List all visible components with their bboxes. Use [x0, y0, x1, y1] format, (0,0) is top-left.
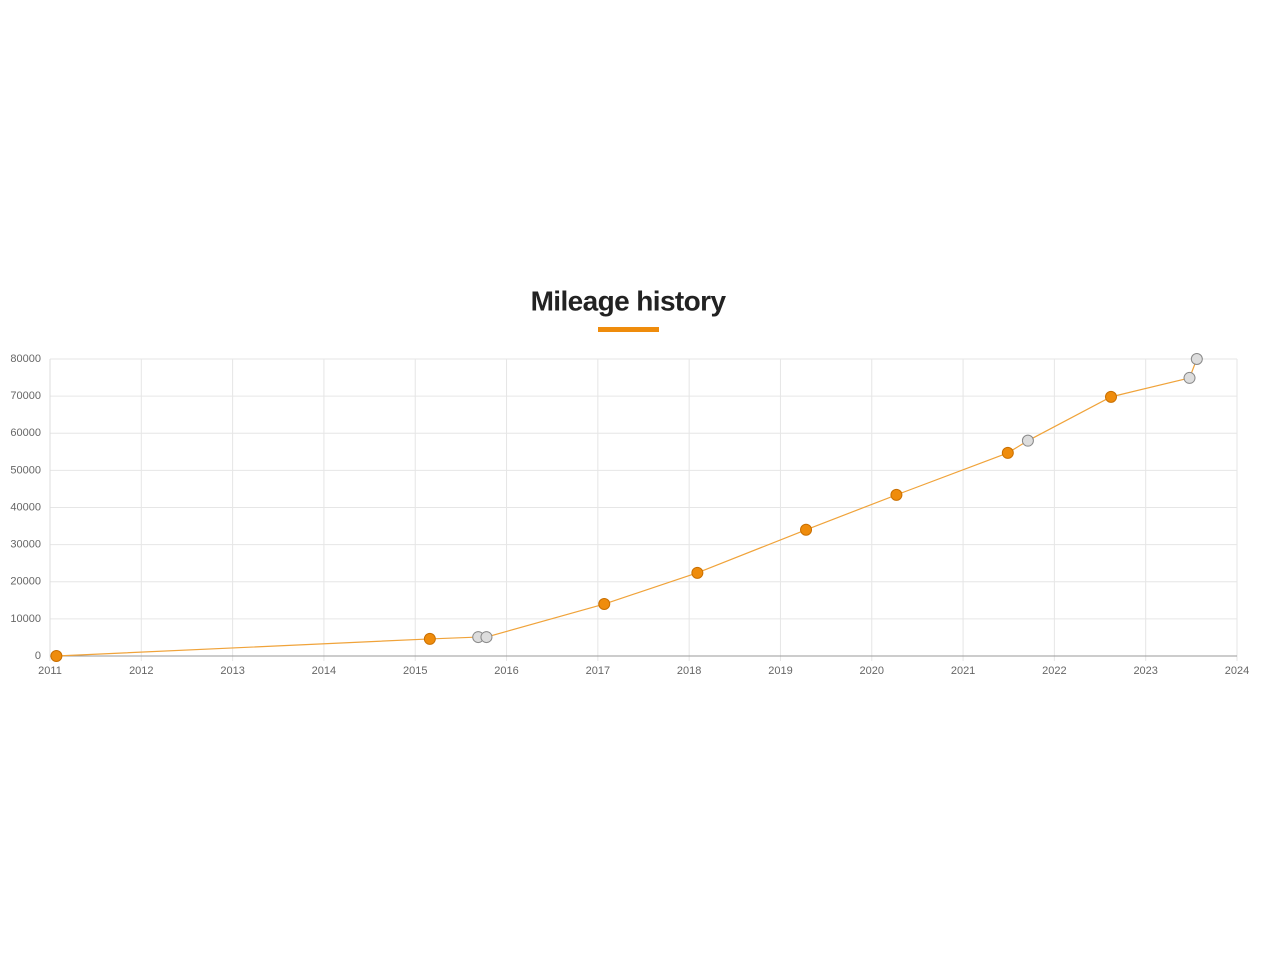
- data-point: [691, 566, 704, 579]
- data-point: [1104, 390, 1117, 403]
- x-tick-label: 2024: [1225, 665, 1249, 677]
- data-point: [800, 523, 813, 536]
- x-tick-label: 2018: [677, 665, 701, 677]
- x-tick-label: 2011: [38, 665, 62, 677]
- x-tick-label: 2012: [129, 665, 153, 677]
- data-point: [423, 632, 436, 645]
- data-point: [1190, 353, 1203, 365]
- y-tick-label: 0: [35, 650, 41, 662]
- y-tick-label: 30000: [10, 539, 41, 551]
- y-tick-label: 70000: [10, 390, 41, 402]
- x-tick-label: 2015: [403, 665, 427, 677]
- y-tick-label: 60000: [10, 427, 41, 439]
- x-tick-label: 2017: [586, 665, 610, 677]
- x-tick-label: 2019: [768, 665, 792, 677]
- x-tick-label: 2021: [951, 665, 975, 677]
- data-point: [50, 650, 63, 662]
- y-tick-label: 20000: [10, 576, 41, 588]
- data-point: [1001, 446, 1014, 459]
- x-tick-label: 2020: [860, 665, 884, 677]
- data-point: [1183, 371, 1196, 384]
- y-tick-label: 50000: [10, 464, 41, 476]
- data-point: [1021, 434, 1034, 447]
- x-tick-label: 2013: [220, 665, 244, 677]
- y-tick-label: 10000: [10, 613, 41, 625]
- data-point: [598, 598, 611, 611]
- x-tick-label: 2016: [494, 665, 518, 677]
- data-point: [890, 488, 903, 501]
- y-tick-label: 80000: [10, 353, 41, 365]
- y-tick-label: 40000: [10, 501, 41, 513]
- title-underline: [598, 327, 659, 332]
- x-tick-label: 2014: [312, 665, 336, 677]
- x-tick-label: 2023: [1133, 665, 1157, 677]
- x-tick-label: 2022: [1042, 665, 1066, 677]
- data-point: [480, 631, 493, 644]
- chart-title: Mileage history: [531, 285, 727, 316]
